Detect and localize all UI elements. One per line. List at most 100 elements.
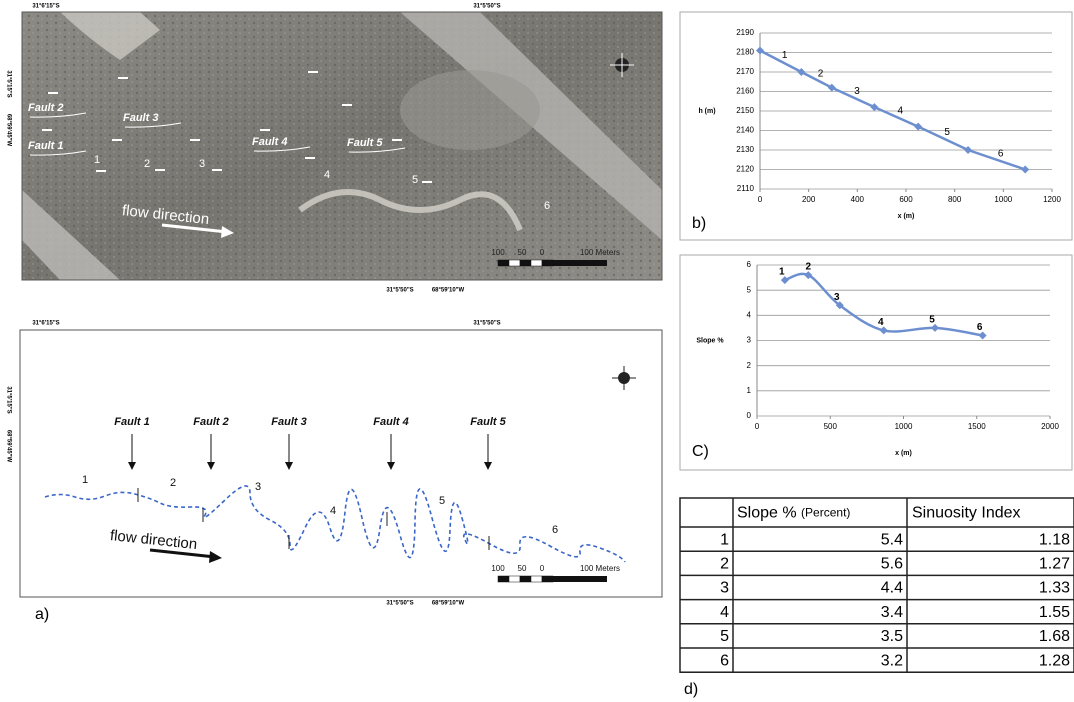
reach-number: 1 [94, 154, 100, 166]
coord-bottom: 68°59'10"W [432, 601, 465, 607]
point-label: 1 [782, 50, 788, 61]
scale-bar [553, 260, 607, 266]
coord-left: 31°5'15"S [5, 70, 11, 97]
x-tick-label: 2000 [1041, 422, 1059, 431]
table-cell: 3.4 [881, 604, 903, 621]
y-tick-label: 0 [747, 411, 752, 420]
y-tick-label: 2180 [736, 48, 754, 57]
y-tick-label: 4 [747, 310, 752, 319]
fault-label: Fault 3 [123, 112, 158, 124]
scale-bar [520, 260, 531, 266]
coord-left: 68°59'45"W [5, 114, 11, 147]
fault-label: Fault 4 [373, 416, 408, 428]
panel-label: b) [692, 215, 706, 232]
scale-bar [542, 576, 553, 582]
x-tick-label: 1500 [968, 422, 986, 431]
table-cell: 1 [720, 531, 729, 548]
y-tick-label: 2 [747, 361, 752, 370]
panel-label: C) [692, 443, 709, 460]
y-tick-label: 2110 [737, 184, 755, 193]
point-label: 3 [834, 292, 840, 303]
point-label: 3 [854, 86, 860, 97]
coord-top: 31°6'15"S [32, 321, 59, 327]
table-cell: 5 [720, 628, 729, 645]
reach-number: 6 [544, 200, 550, 212]
point-label: 4 [878, 317, 884, 328]
scale-label: 0 [540, 248, 545, 257]
table-header: (Percent) [801, 506, 850, 520]
reach-number: 4 [324, 169, 330, 181]
table-cell: 2 [720, 556, 729, 573]
coord-left: 31°5'15"S [5, 386, 11, 413]
point-label: 2 [818, 68, 824, 79]
table-cell: 1.27 [1039, 556, 1070, 573]
table-header: Slope % (Percent) [737, 505, 850, 522]
coord-bottom: 31°5'50"S [386, 288, 413, 294]
coord-top: 31°5'50"S [473, 4, 500, 10]
table-cell: 3.2 [881, 652, 903, 669]
point-label: 5 [929, 315, 935, 326]
x-tick-label: 0 [758, 195, 763, 204]
scale-label: 100 [491, 564, 505, 573]
table-cell: 1.28 [1039, 652, 1070, 669]
coord-top: 31°6'15"S [32, 4, 59, 10]
table-frame [680, 498, 1074, 672]
panel-label: a) [35, 606, 49, 623]
x-tick-label: 200 [802, 195, 816, 204]
x-axis-label: x (m) [898, 213, 915, 220]
y-tick-label: 2140 [736, 126, 754, 135]
chart-frame [680, 255, 1072, 470]
reach-number: 2 [144, 158, 150, 170]
x-tick-label: 600 [899, 195, 913, 204]
scale-bar [553, 576, 607, 582]
map-frame [20, 330, 662, 597]
y-tick-label: 2150 [736, 106, 754, 115]
table-cell: 4.4 [881, 580, 903, 597]
fault-label: Fault 5 [470, 416, 506, 428]
scale-bar [509, 576, 520, 582]
y-tick-label: 2130 [736, 145, 754, 154]
table-cell: 1.18 [1039, 531, 1070, 548]
scale-label: 100 Meters [580, 248, 620, 257]
point-label: 6 [998, 148, 1004, 159]
x-tick-label: 500 [824, 422, 838, 431]
table-cell: 3.5 [881, 628, 903, 645]
scale-bar [531, 260, 542, 266]
coord-top: 31°5'50"S [473, 321, 500, 327]
table-header: Sinuosity Index [912, 505, 1021, 522]
fault-label: Fault 1 [28, 140, 63, 152]
table-cell: 5.4 [881, 531, 903, 548]
reach-number: 6 [552, 524, 558, 536]
scale-bar [509, 260, 520, 266]
x-tick-label: 1000 [994, 195, 1012, 204]
reach-number: 5 [412, 174, 418, 186]
point-label: 4 [897, 105, 903, 116]
point-label: 6 [977, 322, 983, 333]
y-tick-label: 2170 [736, 67, 754, 76]
y-tick-label: 2120 [736, 165, 754, 174]
reach-number: 2 [170, 477, 176, 489]
point-label: 5 [944, 127, 950, 138]
y-tick-label: 2190 [736, 28, 754, 37]
scale-bar [542, 260, 553, 266]
scale-label: 100 [491, 248, 505, 257]
table-cell: 6 [720, 652, 729, 669]
x-tick-label: 0 [755, 422, 760, 431]
point-label: 2 [805, 262, 811, 273]
table-cell: 5.6 [881, 556, 903, 573]
table-cell: 4 [720, 604, 729, 621]
table-cell: 1.68 [1039, 628, 1070, 645]
scale-label: 50 [518, 564, 527, 573]
scale-bar [520, 576, 531, 582]
coord-left: 68°59'45"W [5, 430, 11, 463]
y-tick-label: 2160 [736, 87, 754, 96]
fault-label: Fault 2 [28, 102, 63, 114]
y-tick-label: 6 [747, 260, 752, 269]
figure: 31°6'15"S 31°5'50"S 31°5'15"S 68°59'45"W 31°… [0, 0, 1074, 702]
scale-label: 100 Meters [580, 564, 620, 573]
x-axis-label: x (m) [895, 450, 912, 457]
fault-label: Fault 4 [252, 136, 287, 148]
satellite-image [22, 12, 662, 280]
scale-bar [498, 260, 509, 266]
y-tick-label: 5 [747, 285, 752, 294]
